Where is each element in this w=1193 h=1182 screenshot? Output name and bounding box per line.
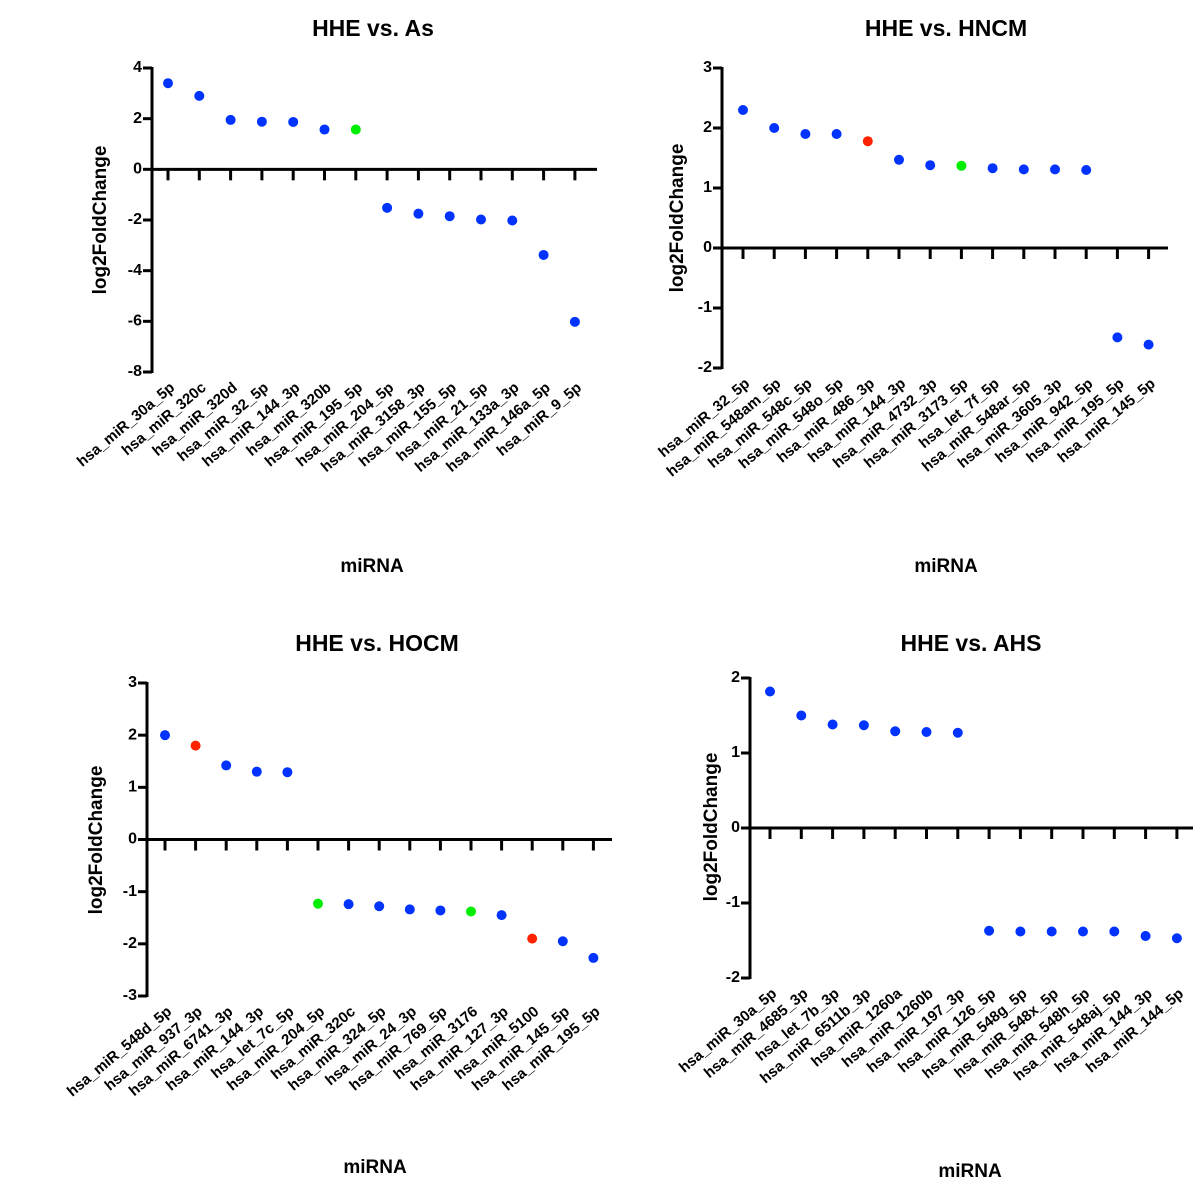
data-point — [160, 730, 170, 741]
chart-panel: HHE vs. HNCM3210-1-2hsa_miR_32_5phsa_miR… — [655, 15, 1168, 577]
data-point — [984, 925, 995, 936]
y-tick-label: -3 — [123, 987, 137, 1004]
y-axis-title: log2FoldChange — [667, 144, 688, 293]
data-point — [527, 933, 538, 944]
data-point — [221, 760, 232, 771]
y-tick-label: 1 — [703, 179, 712, 196]
y-tick-label: 3 — [703, 59, 712, 76]
y-tick-label: 0 — [703, 239, 712, 256]
data-point — [288, 116, 299, 127]
chart-panel: HHE vs. As420-2-4-6-8hsa_miR_30a_5phsa_m… — [74, 15, 597, 577]
data-point — [952, 727, 963, 738]
chart-title: HHE vs. As — [312, 15, 434, 41]
data-point — [890, 726, 901, 737]
y-tick-label: 3 — [128, 674, 137, 691]
y-axis-title: log2FoldChange — [701, 753, 722, 902]
data-point — [350, 124, 361, 135]
data-point — [413, 208, 424, 219]
data-point — [769, 123, 780, 133]
data-point — [987, 163, 998, 174]
data-point — [313, 898, 323, 909]
x-axis-title: miRNA — [343, 1157, 407, 1178]
y-tick-label: 2 — [128, 726, 137, 743]
data-point — [1081, 165, 1092, 175]
data-point — [1046, 926, 1057, 937]
y-tick-label: -2 — [698, 359, 712, 376]
data-point — [862, 136, 873, 147]
y-tick-label: -1 — [123, 883, 137, 900]
data-point — [1112, 332, 1123, 343]
data-point — [569, 316, 580, 327]
x-axis-title: miRNA — [938, 1161, 1002, 1182]
chart-title: HHE vs. HNCM — [865, 15, 1027, 41]
data-point — [921, 727, 932, 737]
data-point — [444, 211, 455, 222]
data-point — [251, 766, 262, 777]
chart-title: HHE vs. HOCM — [295, 630, 459, 656]
data-point — [163, 78, 173, 89]
y-tick-label: 1 — [128, 779, 137, 796]
data-point — [1050, 164, 1060, 175]
data-point — [1018, 164, 1029, 175]
data-point — [382, 202, 393, 213]
data-point — [282, 767, 293, 778]
data-point — [738, 105, 748, 115]
data-point — [1015, 926, 1026, 937]
data-point — [831, 129, 842, 139]
data-point — [827, 719, 838, 730]
data-point — [343, 899, 354, 910]
chart-panel: HHE vs. AHS210-1-2hsa_miR_30a_5phsa_miR_… — [676, 630, 1193, 1182]
data-point — [476, 214, 486, 225]
data-point — [858, 720, 869, 731]
data-point — [466, 906, 476, 917]
data-point — [1109, 926, 1120, 937]
data-point — [256, 116, 267, 127]
y-tick-label: 1 — [731, 744, 740, 761]
y-tick-label: 2 — [731, 669, 740, 686]
y-axis-title: log2FoldChange — [90, 146, 111, 295]
data-point — [1140, 931, 1151, 941]
data-point — [374, 901, 385, 912]
chart-panel: HHE vs. HOCM3210-1-2-3hsa_miR_548d_5phsa… — [64, 630, 612, 1178]
data-point — [588, 952, 599, 963]
data-point — [1171, 933, 1182, 944]
data-point — [435, 905, 446, 916]
y-axis-title: log2FoldChange — [86, 766, 107, 915]
y-tick-label: 2 — [703, 119, 712, 136]
y-tick-label: 0 — [731, 819, 740, 836]
y-tick-label: 0 — [128, 831, 137, 848]
data-point — [225, 114, 236, 125]
data-point — [796, 710, 807, 721]
data-point — [800, 129, 811, 139]
y-tick-label: -2 — [128, 211, 142, 228]
y-tick-label: -1 — [726, 894, 740, 911]
data-point — [190, 740, 201, 751]
data-point — [925, 160, 936, 171]
y-tick-label: -6 — [128, 313, 142, 330]
y-tick-label: 0 — [133, 161, 142, 178]
y-tick-label: -2 — [123, 935, 137, 952]
data-point — [319, 124, 330, 135]
data-point — [765, 686, 775, 697]
y-tick-label: 4 — [133, 59, 142, 76]
data-point — [194, 90, 205, 101]
y-tick-label: -1 — [698, 299, 712, 316]
data-point — [496, 910, 507, 921]
data-point — [1078, 926, 1088, 937]
data-point — [404, 904, 415, 915]
y-tick-label: 2 — [133, 110, 142, 127]
data-point — [557, 936, 568, 947]
x-axis-title: miRNA — [340, 556, 404, 577]
x-axis-title: miRNA — [914, 556, 978, 577]
data-point — [507, 215, 518, 226]
chart-title: HHE vs. AHS — [900, 630, 1041, 656]
y-tick-label: -2 — [726, 969, 740, 986]
data-point — [1143, 339, 1154, 350]
data-point — [538, 249, 549, 260]
y-tick-label: -4 — [128, 262, 142, 279]
data-point — [956, 160, 967, 171]
y-tick-label: -8 — [128, 363, 142, 380]
data-point — [894, 154, 904, 165]
